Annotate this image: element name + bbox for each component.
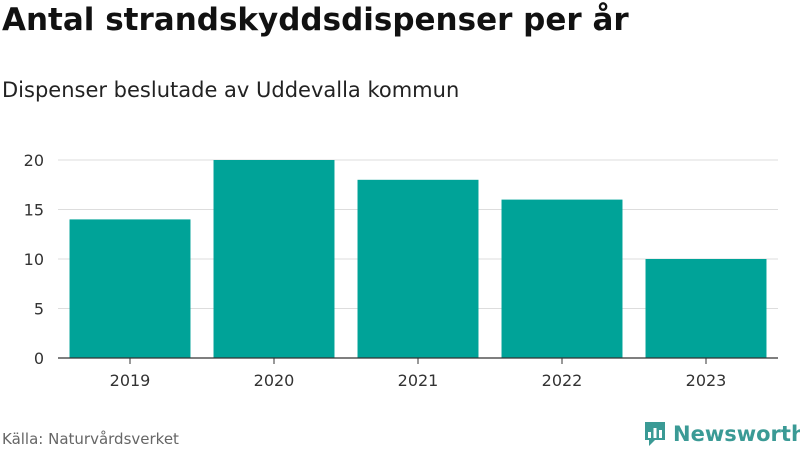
- y-tick-label: 15: [24, 201, 44, 220]
- logo-text: Newsworthy: [673, 422, 800, 446]
- source-note: Källa: Naturvårdsverket: [2, 430, 179, 448]
- bar-chart-logo-icon: [645, 422, 665, 446]
- chart-title: Antal strandskyddsdispenser per år: [2, 2, 629, 38]
- x-tick-label: 2019: [110, 371, 151, 390]
- y-tick-label: 0: [34, 349, 44, 368]
- y-tick-label: 5: [34, 300, 44, 319]
- y-tick-label: 10: [24, 250, 44, 269]
- newsworthy-logo: Newsworthy: [643, 420, 800, 448]
- x-tick-label: 2023: [686, 371, 727, 390]
- x-tick-label: 2020: [254, 371, 295, 390]
- bar-2023: [645, 259, 767, 358]
- y-tick-label: 20: [24, 151, 44, 170]
- x-tick-label: 2022: [542, 371, 583, 390]
- bar-2021: [357, 179, 479, 358]
- bar-2022: [501, 199, 623, 358]
- chart-subtitle: Dispenser beslutade av Uddevalla kommun: [2, 78, 460, 102]
- bar-2019: [69, 219, 191, 358]
- bar-2020: [213, 160, 335, 358]
- x-tick-label: 2021: [398, 371, 439, 390]
